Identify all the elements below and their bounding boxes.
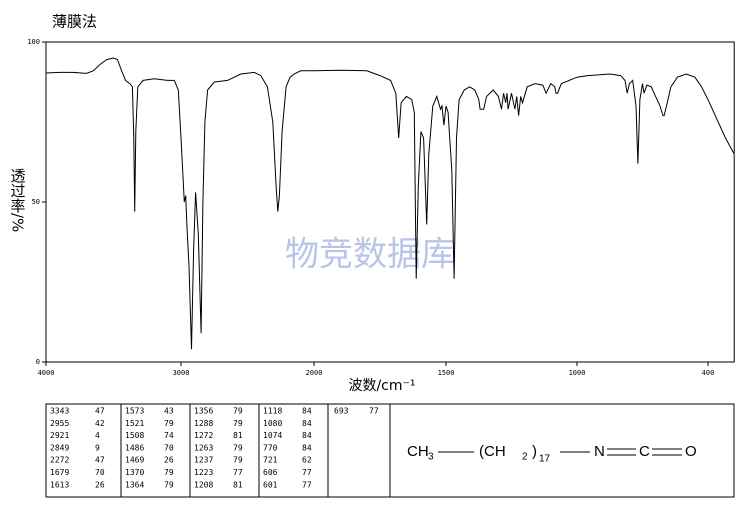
peak-transmittance: 47 <box>95 407 105 416</box>
peak-transmittance: 77 <box>369 407 379 416</box>
peak-wavenumber: 1356 <box>194 407 213 416</box>
peak-transmittance: 42 <box>95 419 105 428</box>
x-tick-label: 1000 <box>569 369 586 377</box>
spectrum-line <box>45 57 735 350</box>
x-tick-label: 4000 <box>38 369 55 377</box>
x-tick-label: 400 <box>702 369 715 377</box>
peak-transmittance: 43 <box>164 407 174 416</box>
peak-wavenumber: 601 <box>263 480 278 489</box>
peak-wavenumber: 1080 <box>263 419 282 428</box>
peak-transmittance: 70 <box>164 443 174 452</box>
formula-part: ) <box>532 443 537 460</box>
peak-wavenumber: 3343 <box>50 407 69 416</box>
peak-wavenumber: 2272 <box>50 456 69 465</box>
x-tick-label: 3000 <box>173 369 190 377</box>
peak-transmittance: 62 <box>302 456 312 465</box>
peak-wavenumber: 606 <box>263 468 278 477</box>
peak-transmittance: 79 <box>164 480 174 489</box>
formula-part: O <box>685 443 697 460</box>
peak-wavenumber: 721 <box>263 456 278 465</box>
formula-sub: 3 <box>428 452 434 463</box>
y-axis-label: 透过率/% <box>9 168 27 232</box>
peak-transmittance: 74 <box>164 431 174 440</box>
peak-wavenumber: 1364 <box>125 480 144 489</box>
peak-transmittance: 79 <box>233 443 243 452</box>
x-tick-label: 1500 <box>438 369 455 377</box>
peak-wavenumber: 1679 <box>50 468 69 477</box>
y-tick-label: 50 <box>32 198 40 206</box>
watermark: 物竞数据库 <box>285 235 455 275</box>
peak-transmittance: 79 <box>233 456 243 465</box>
y-tick-label: 0 <box>36 358 40 366</box>
peak-wavenumber: 1288 <box>194 419 213 428</box>
peak-transmittance: 84 <box>302 407 312 416</box>
peak-transmittance: 84 <box>302 431 312 440</box>
peak-wavenumber: 770 <box>263 443 278 452</box>
peak-wavenumber: 693 <box>334 407 349 416</box>
peak-wavenumber: 1074 <box>263 431 282 440</box>
peak-wavenumber: 2921 <box>50 431 69 440</box>
chart-title: 薄膜法 <box>52 13 97 31</box>
peak-transmittance: 79 <box>233 419 243 428</box>
peak-transmittance: 81 <box>233 431 243 440</box>
peak-transmittance: 26 <box>95 480 105 489</box>
formula-part: N <box>594 443 605 460</box>
x-tick-label: 2000 <box>306 369 323 377</box>
formula-part: (CH <box>479 443 506 460</box>
peak-transmittance: 77 <box>302 480 312 489</box>
peak-wavenumber: 1118 <box>263 407 282 416</box>
peak-wavenumber: 2849 <box>50 443 69 452</box>
peak-transmittance: 47 <box>95 456 105 465</box>
formula-sub: 2 <box>522 452 528 463</box>
formula: CH 3 (CH 2 ) 17 N C O <box>407 443 697 465</box>
peak-wavenumber: 1508 <box>125 431 144 440</box>
peak-transmittance: 79 <box>164 468 174 477</box>
peak-wavenumber: 1208 <box>194 480 213 489</box>
peak-wavenumber: 1263 <box>194 443 213 452</box>
x-axis-label: 波数/cm⁻¹ <box>348 378 415 394</box>
peak-transmittance: 81 <box>233 480 243 489</box>
peak-wavenumber: 1521 <box>125 419 144 428</box>
peak-transmittance: 79 <box>164 419 174 428</box>
formula-bonds <box>438 448 682 456</box>
peak-wavenumber: 1573 <box>125 407 144 416</box>
peak-transmittance: 9 <box>95 443 100 452</box>
peak-transmittance: 26 <box>164 456 174 465</box>
formula-sub: 17 <box>539 454 551 465</box>
formula-part: C <box>639 443 650 460</box>
peak-transmittance: 4 <box>95 431 100 440</box>
peak-wavenumber: 2955 <box>50 419 69 428</box>
peak-wavenumber: 1486 <box>125 443 144 452</box>
y-tick-label: 100 <box>27 38 40 46</box>
peak-transmittance: 84 <box>302 443 312 452</box>
peak-transmittance: 79 <box>233 407 243 416</box>
peak-transmittance: 77 <box>302 468 312 477</box>
peak-wavenumber: 1613 <box>50 480 69 489</box>
peak-wavenumber: 1469 <box>125 456 144 465</box>
peak-wavenumber: 1237 <box>194 456 213 465</box>
peak-wavenumber: 1272 <box>194 431 213 440</box>
formula-part: CH <box>407 443 429 460</box>
peak-wavenumber: 1223 <box>194 468 213 477</box>
peak-transmittance: 84 <box>302 419 312 428</box>
peak-transmittance: 70 <box>95 468 105 477</box>
plot-area <box>45 41 735 363</box>
peak-wavenumber: 1370 <box>125 468 144 477</box>
peak-transmittance: 77 <box>233 468 243 477</box>
